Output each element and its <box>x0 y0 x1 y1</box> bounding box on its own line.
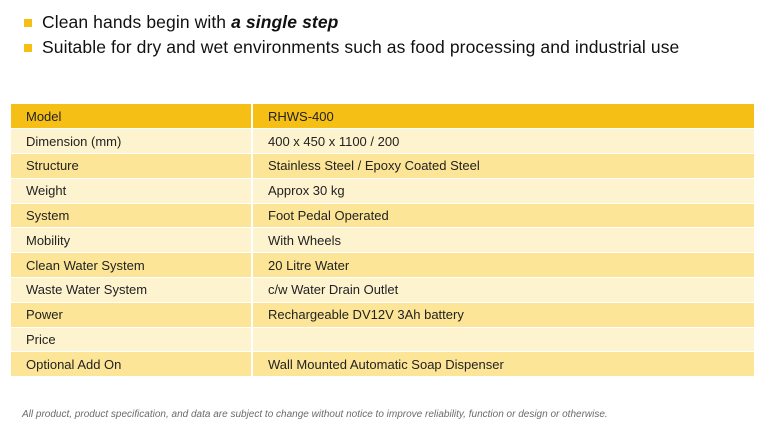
spec-value: With Wheels <box>252 227 754 254</box>
spec-value: Foot Pedal Operated <box>252 203 754 229</box>
specification-table: Model RHWS-400 Dimension (mm) 400 x 450 … <box>11 104 754 378</box>
spec-value: 20 Litre Water <box>252 252 754 279</box>
table-row: Structure Stainless Steel / Epoxy Coated… <box>11 153 754 179</box>
spec-value: Rechargeable DV12V 3Ah battery <box>252 302 754 328</box>
spec-value: RHWS-400 <box>252 104 754 130</box>
spec-value: 400 x 450 x 1100 / 200 <box>252 128 754 155</box>
spec-value <box>252 327 754 353</box>
spec-label: Price <box>11 327 253 353</box>
table-row: Clean Water System 20 Litre Water <box>11 252 754 279</box>
feature-bullet-text: Clean hands begin with <box>42 12 227 32</box>
feature-bullet-list: Clean hands begin with a single step Sui… <box>24 10 754 60</box>
spec-label: Optional Add On <box>11 351 253 378</box>
spec-label: Clean Water System <box>11 252 253 279</box>
spec-value: Approx 30 kg <box>252 178 754 204</box>
spec-label: Weight <box>11 178 253 204</box>
spec-label: Dimension (mm) <box>11 128 253 155</box>
spec-label: Mobility <box>11 227 253 254</box>
bullet-square-icon <box>24 43 32 52</box>
feature-bullet-emphasis: a single step <box>231 12 339 32</box>
spec-label: Power <box>11 302 253 328</box>
feature-bullet: Suitable for dry and wet environments su… <box>24 35 754 60</box>
spec-value: Stainless Steel / Epoxy Coated Steel <box>252 153 754 179</box>
table-row: Waste Water System c/w Water Drain Outle… <box>11 277 754 303</box>
table-row: Power Rechargeable DV12V 3Ah battery <box>11 302 754 328</box>
bullet-square-icon <box>24 18 32 27</box>
spec-label: System <box>11 203 253 229</box>
spec-label: Structure <box>11 153 253 179</box>
spec-value: c/w Water Drain Outlet <box>252 277 754 303</box>
table-row: Mobility With Wheels <box>11 227 754 254</box>
table-row: Optional Add On Wall Mounted Automatic S… <box>11 351 754 378</box>
spec-label: Waste Water System <box>11 277 253 303</box>
spec-value: Wall Mounted Automatic Soap Dispenser <box>252 351 754 378</box>
feature-bullet-text: Suitable for dry and wet environments su… <box>42 37 680 57</box>
table-row: System Foot Pedal Operated <box>11 203 754 229</box>
feature-bullet: Clean hands begin with a single step <box>24 10 754 35</box>
table-row: Price <box>11 327 754 353</box>
table-row: Model RHWS-400 <box>11 104 754 130</box>
disclaimer-text: All product, product specification, and … <box>22 409 608 420</box>
spec-label: Model <box>11 104 253 130</box>
table-row: Dimension (mm) 400 x 450 x 1100 / 200 <box>11 128 754 155</box>
table-row: Weight Approx 30 kg <box>11 178 754 204</box>
